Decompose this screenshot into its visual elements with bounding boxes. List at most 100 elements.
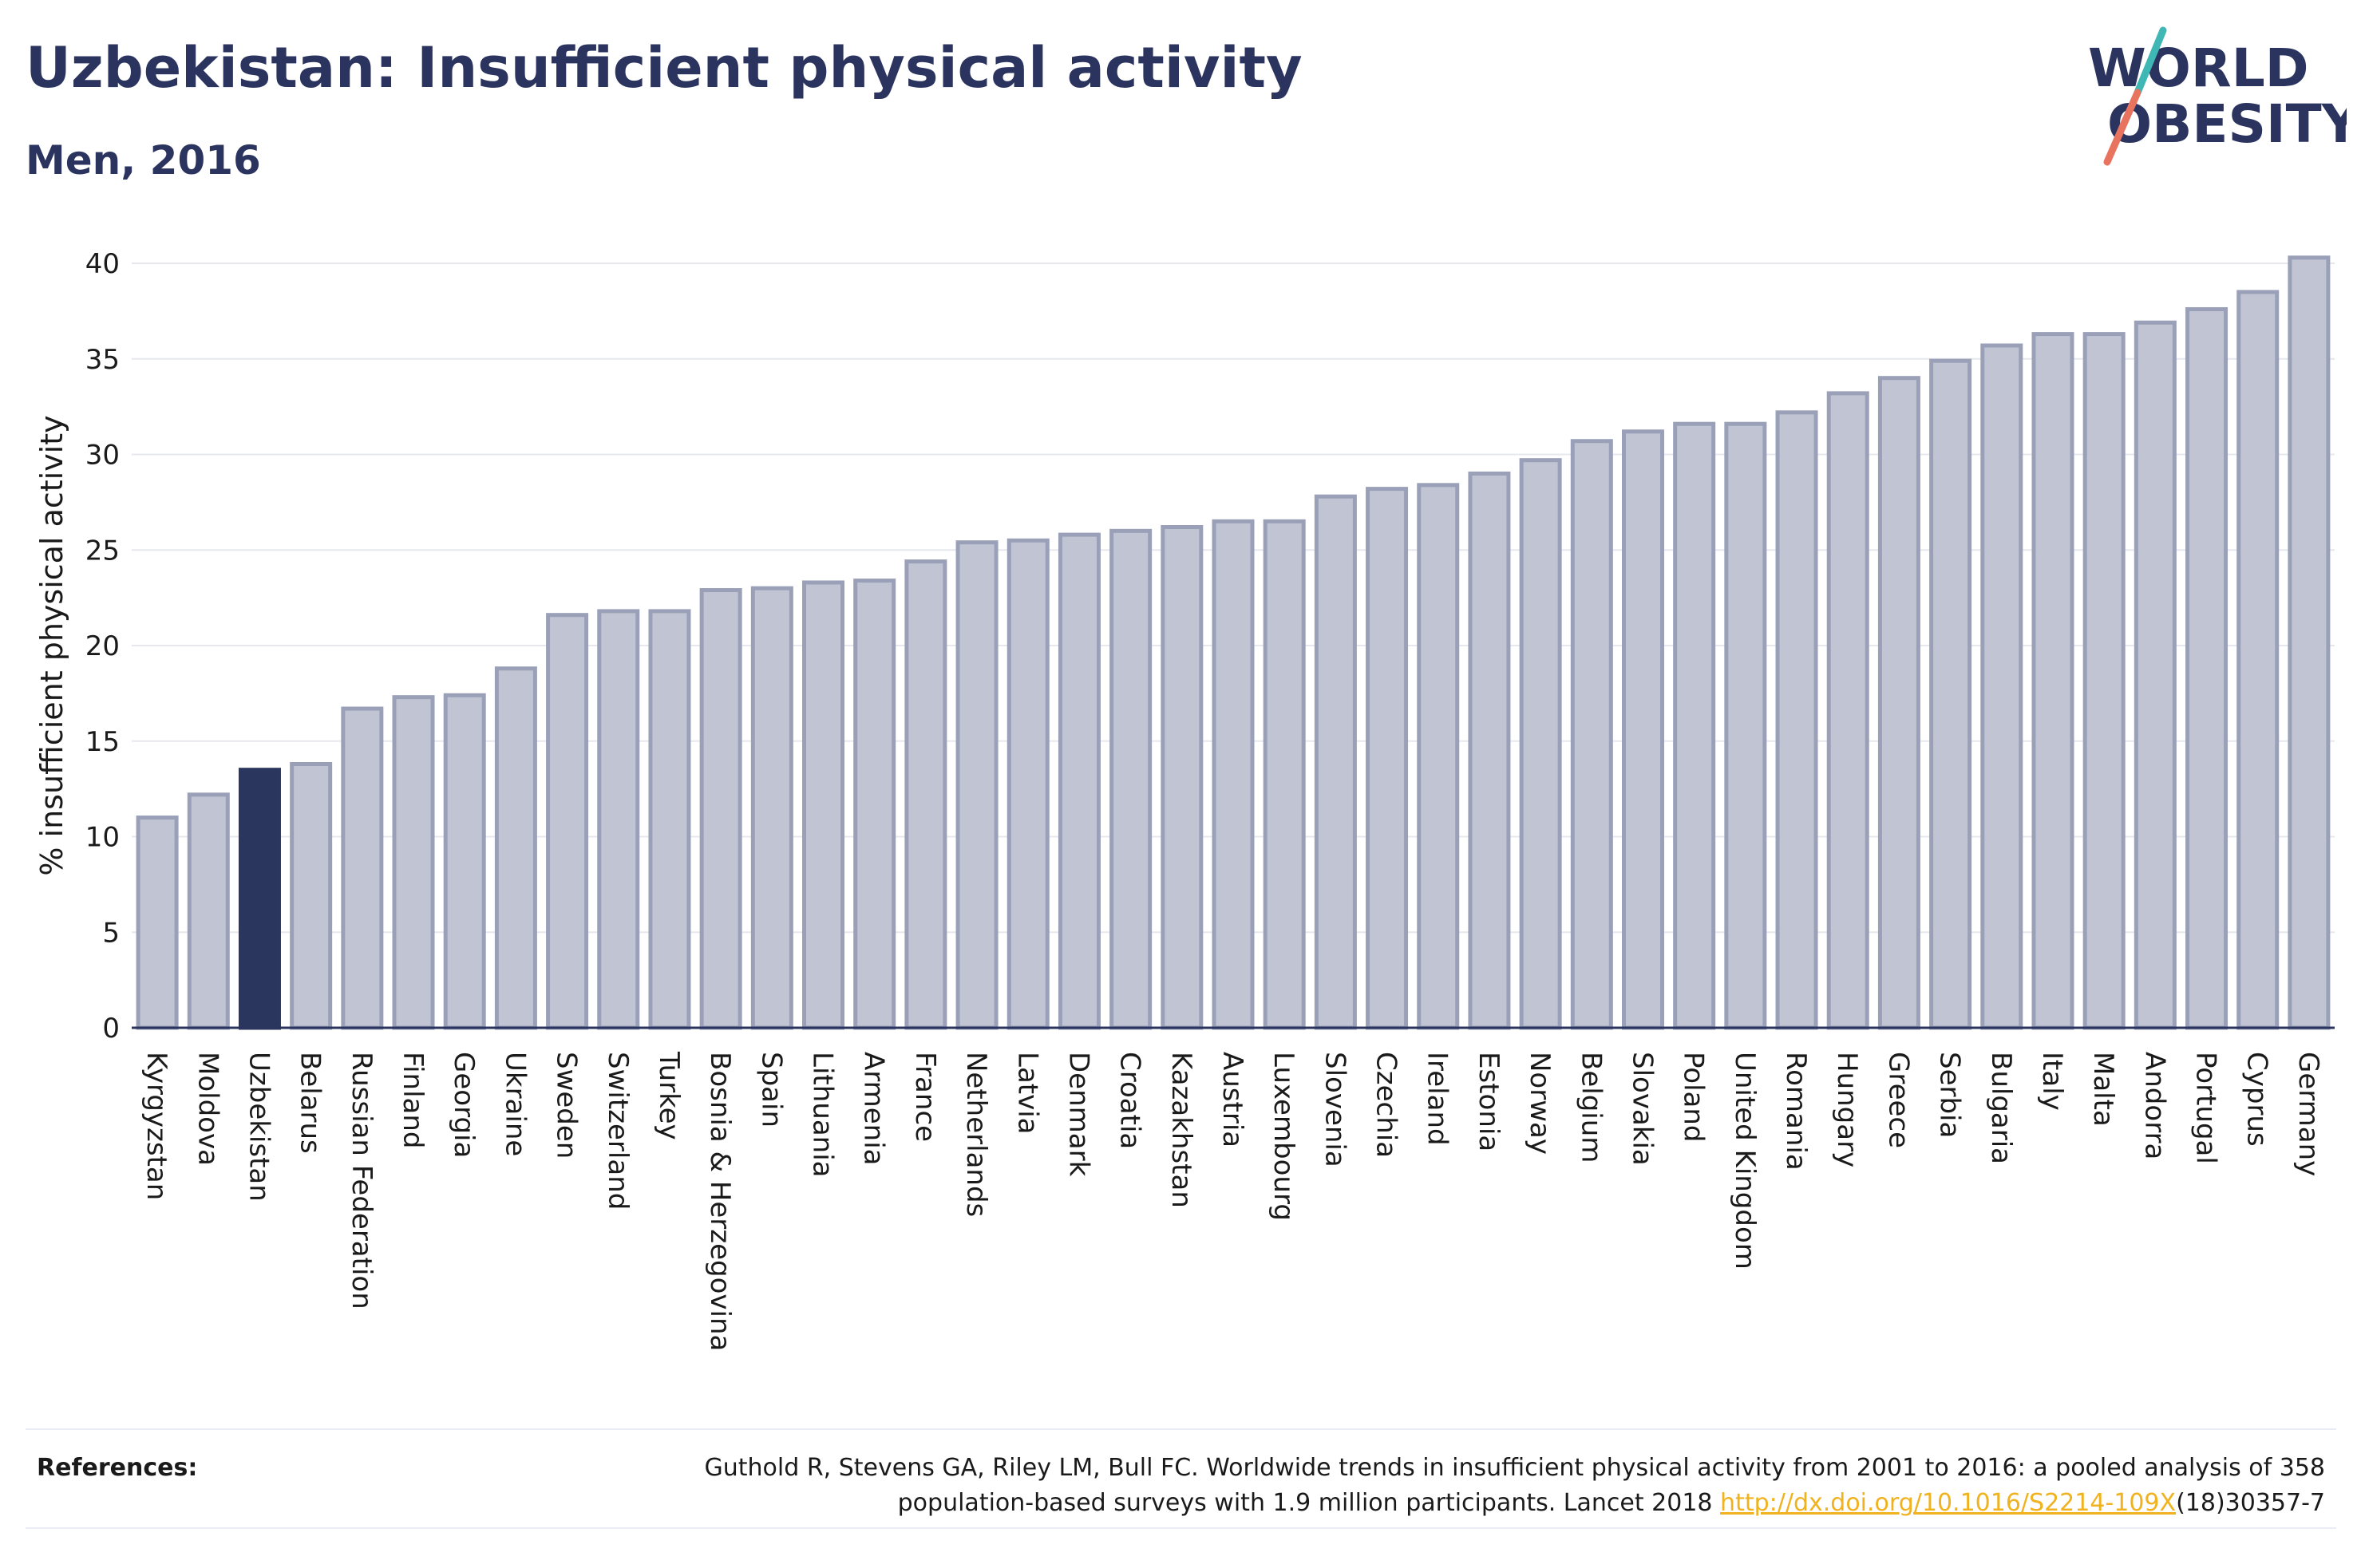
x-tick-label: Armenia — [858, 1052, 890, 1166]
logo-line1: WORLD — [2088, 38, 2309, 99]
x-tick-label: Belarus — [295, 1052, 326, 1154]
bar-ireland — [1417, 483, 1460, 1030]
x-tick-label: Lithuania — [807, 1052, 839, 1177]
y-tick-label: 15 — [85, 726, 120, 758]
bars — [136, 255, 2331, 1030]
reference-line2-suffix: (18)30357-7 — [2176, 1489, 2325, 1517]
reference-doi-link[interactable]: http://dx.doi.org/10.1016/S2214-109X — [1720, 1489, 2177, 1517]
bar-kyrgyzstan — [136, 816, 179, 1030]
x-tick-label: Serbia — [1934, 1052, 1966, 1138]
x-tick-label: Czechia — [1370, 1052, 1402, 1158]
bar-luxembourg — [1263, 519, 1306, 1030]
x-tick-label: Latvia — [1011, 1052, 1043, 1135]
x-tick-label: United Kingdom — [1729, 1052, 1761, 1270]
bar-netherlands — [955, 540, 999, 1030]
x-tick-label: Denmark — [1062, 1052, 1094, 1177]
x-tick-label: Moldova — [192, 1052, 223, 1166]
y-axis-label: % insufficient physical activity — [34, 415, 69, 875]
bar-poland — [1673, 421, 1716, 1030]
x-tick-label: Germany — [2292, 1052, 2324, 1176]
reference-line2-prefix: population-based surveys with 1.9 millio… — [897, 1489, 1721, 1517]
bar-georgia — [443, 693, 486, 1030]
bar-bulgaria — [1980, 343, 2023, 1030]
logo-slash-coral — [2103, 89, 2142, 166]
y-tick-label: 5 — [102, 917, 120, 949]
bar-denmark — [1058, 532, 1101, 1030]
bar-bosnia-herzegovina — [699, 588, 742, 1030]
bar-cyprus — [2236, 290, 2280, 1030]
bar-spain — [750, 586, 793, 1030]
y-tick-label: 20 — [85, 630, 120, 662]
x-tick-label: France — [909, 1052, 941, 1142]
bar-greece — [1877, 376, 1920, 1030]
y-tick-label: 40 — [85, 248, 120, 280]
logo-slash-teal — [2134, 26, 2167, 97]
bar-lithuania — [802, 580, 845, 1030]
bar-armenia — [853, 579, 896, 1030]
bar-austria — [1212, 519, 1255, 1030]
y-axis-ticks: 0 5 10 15 20 25 30 35 40 — [85, 248, 120, 1045]
bar-sweden — [546, 613, 589, 1030]
y-tick-label: 10 — [85, 822, 120, 854]
x-tick-label: Slovenia — [1319, 1052, 1351, 1167]
bar-estonia — [1468, 471, 1511, 1030]
bar-france — [904, 559, 947, 1030]
bar-serbia — [1929, 358, 1972, 1030]
bar-portugal — [2185, 306, 2229, 1030]
references-text: Guthold R, Stevens GA, Riley LM, Bull FC… — [489, 1451, 2325, 1521]
x-tick-label: Ukraine — [499, 1052, 531, 1156]
bar-moldova — [187, 792, 230, 1030]
bar-hungary — [1826, 391, 1869, 1030]
bar-slovakia — [1621, 429, 1664, 1030]
bar-chart: 0 5 10 15 20 25 30 35 40 Kyrgyzstan Moldova Uzbeki… — [34, 248, 2335, 1351]
bar-romania — [1775, 410, 1818, 1030]
bar-united-kingdom — [1724, 421, 1767, 1030]
bar-ukraine — [494, 666, 537, 1030]
x-tick-label: Poland — [1678, 1052, 1710, 1143]
x-tick-label: Portugal — [2190, 1052, 2222, 1164]
x-tick-label: Italy — [2036, 1052, 2068, 1111]
x-tick-label: Hungary — [1831, 1052, 1863, 1167]
bar-andorra — [2134, 320, 2177, 1030]
y-tick-label: 30 — [85, 440, 120, 472]
x-tick-label: Estonia — [1473, 1052, 1505, 1151]
bar-turkey — [648, 609, 691, 1030]
x-tick-label: Kazakhstan — [1165, 1052, 1197, 1208]
x-tick-label: Turkey — [653, 1051, 685, 1140]
bar-russian-federation — [341, 706, 384, 1030]
x-tick-label: Cyprus — [2241, 1052, 2273, 1147]
x-tick-label: Greece — [1882, 1052, 1914, 1148]
x-tick-label: Romania — [1780, 1052, 1812, 1171]
x-tick-label: Austria — [1216, 1052, 1248, 1147]
bar-belgium — [1570, 439, 1613, 1030]
x-tick-label: Sweden — [551, 1052, 583, 1159]
bar-switzerland — [597, 609, 640, 1030]
bar-croatia — [1109, 528, 1153, 1030]
page-title: Uzbekistan: Insufficient physical activi… — [26, 35, 1303, 101]
x-tick-label: Netherlands — [960, 1052, 992, 1217]
x-tick-label: Bosnia & Herzegovina — [704, 1052, 736, 1351]
x-tick-label: Russian Federation — [346, 1052, 378, 1309]
bar-czechia — [1366, 487, 1409, 1030]
y-tick-label: 0 — [102, 1013, 120, 1045]
reference-line1: Guthold R, Stevens GA, Riley LM, Bull FC… — [704, 1454, 2325, 1482]
bar-italy — [2031, 332, 2074, 1030]
references-label: References: — [37, 1454, 198, 1482]
x-tick-label: Spain — [755, 1052, 787, 1128]
x-tick-label: Belgium — [1575, 1052, 1607, 1163]
bar-finland — [392, 695, 435, 1030]
bar-latvia — [1006, 538, 1050, 1030]
x-tick-label: Uzbekistan — [243, 1052, 275, 1202]
references-panel: References: Guthold R, Stevens GA, Riley… — [26, 1428, 2336, 1529]
bar-norway — [1519, 458, 1562, 1030]
x-axis-labels: Kyrgyzstan Moldova Uzbekistan Belarus Russia… — [140, 1051, 2324, 1351]
bar-slovenia — [1314, 494, 1357, 1030]
x-tick-label: Andorra — [2138, 1052, 2170, 1159]
world-obesity-logo: WORLD OBESITY — [2088, 26, 2347, 166]
x-tick-label: Croatia — [1114, 1052, 1146, 1149]
bar-germany — [2288, 255, 2331, 1030]
x-tick-label: Kyrgyzstan — [140, 1052, 172, 1200]
x-tick-label: Ireland — [1422, 1052, 1453, 1146]
x-tick-label: Luxembourg — [1268, 1052, 1299, 1221]
x-tick-label: Bulgaria — [1985, 1052, 2017, 1164]
